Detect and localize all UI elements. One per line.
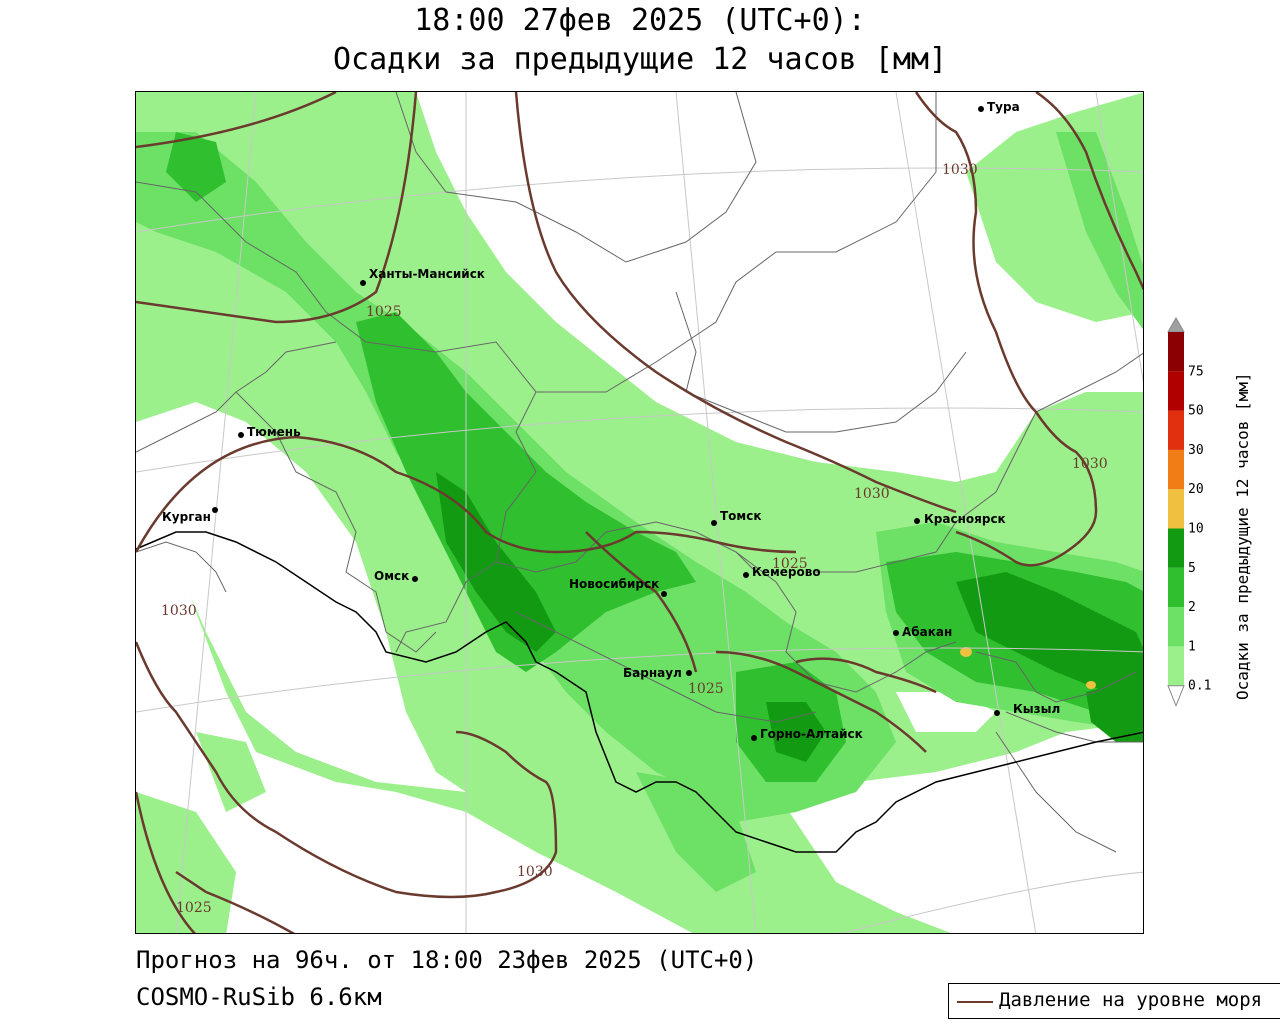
city-marker: Новосибирск — [569, 577, 667, 597]
city-marker: Кемерово — [743, 565, 821, 579]
colorbar-tick-label: 2 — [1188, 600, 1196, 615]
isobars — [136, 92, 1143, 933]
colorbar-segment — [1168, 607, 1184, 647]
isobar-legend-label: Давление на уровне моря — [999, 989, 1263, 1011]
city-marker: Томск — [711, 509, 762, 526]
city-marker: Курган — [162, 507, 218, 524]
cities: Тура Ханты-Мансийск Тюмень Курган Омск Т… — [162, 100, 1060, 741]
colorbar-tick-label: 5 — [1188, 561, 1196, 576]
svg-text:Томск: Томск — [720, 509, 762, 523]
city-marker: Барнаул — [623, 666, 692, 680]
svg-text:Курган: Курган — [162, 510, 211, 524]
forecast-info: Прогноз на 96ч. от 18:00 23фев 2025 (UTC… — [136, 946, 758, 974]
svg-text:Горно-Алтайск: Горно-Алтайск — [760, 727, 863, 741]
city-marker: Омск — [374, 569, 418, 583]
colorbar-segment — [1168, 332, 1184, 372]
precip-colorbar: 0.1 1 2 5 10 20 30 50 75 — [1167, 316, 1211, 708]
colorbar-tick-label: 0.1 — [1188, 679, 1211, 694]
isobar-label: 1030 — [161, 603, 197, 619]
svg-text:Тура: Тура — [987, 100, 1020, 114]
isobar-label: 1030 — [854, 486, 890, 502]
region-borders — [136, 92, 1143, 853]
colorbar-segment — [1168, 567, 1184, 608]
map-canvas: 1030 1025 1030 1030 1025 1030 1025 1030 … — [136, 92, 1143, 933]
svg-text:Ханты-Мансийск: Ханты-Мансийск — [369, 267, 485, 281]
colorbar-title: Осадки за предыдущие 12 часов [мм] — [1233, 372, 1252, 700]
city-marker: Горно-Алтайск — [751, 727, 863, 741]
svg-text:Омск: Омск — [374, 569, 409, 583]
colorbar-tick-label: 30 — [1188, 443, 1204, 458]
isobar-label: 1030 — [517, 864, 553, 880]
city-marker: Абакан — [893, 625, 952, 639]
colorbar-over-triangle — [1167, 316, 1185, 333]
colorbar-segment — [1168, 489, 1184, 529]
model-name: COSMO-RuSib 6.6км — [136, 983, 382, 1011]
precip-zone-extreme — [960, 647, 1096, 689]
svg-text:Абакан: Абакан — [902, 625, 952, 639]
svg-text:Кызыл: Кызыл — [1013, 702, 1060, 716]
isobar-legend-swatch — [957, 1001, 993, 1003]
svg-text:Тюмень: Тюмень — [247, 425, 301, 439]
city-marker: Красноярск — [914, 512, 1006, 526]
colorbar-under-triangle — [1167, 685, 1185, 708]
country-border — [136, 531, 1143, 853]
colorbar-segment — [1168, 646, 1184, 686]
isobar-legend: Давление на уровне моря — [948, 983, 1280, 1019]
isobar-label: 1025 — [688, 681, 724, 697]
graticule — [136, 92, 1143, 933]
isobar-label: 1025 — [176, 900, 212, 916]
svg-text:Барнаул: Барнаул — [623, 666, 682, 680]
city-marker: Тюмень — [238, 425, 301, 439]
isobar-label: 1025 — [366, 304, 402, 320]
isobar-label: 1030 — [1072, 456, 1108, 472]
city-marker: Ханты-Мансийск — [360, 267, 485, 286]
colorbar-tick-label: 10 — [1188, 522, 1204, 537]
city-marker: Кызыл — [994, 702, 1060, 716]
isobar-labels: 1030 1025 1030 1030 1025 1030 1025 1030 … — [161, 162, 1108, 916]
colorbar-tick-label: 75 — [1188, 364, 1204, 379]
svg-text:Красноярск: Красноярск — [924, 512, 1006, 526]
colorbar-segment — [1168, 410, 1184, 450]
colorbar-segment — [1168, 371, 1184, 411]
isobar-label: 1025 — [772, 556, 808, 572]
map-title-variable: Осадки за предыдущие 12 часов [мм] — [332, 42, 948, 77]
map-title-time: 18:00 27фев 2025 (UTC+0): — [414, 3, 866, 38]
city-marker: Тура — [978, 100, 1020, 114]
colorbar-segment — [1168, 449, 1184, 490]
colorbar-tick-label: 50 — [1188, 404, 1204, 419]
isobar-label: 1030 — [942, 162, 978, 178]
colorbar-tick-label: 20 — [1188, 482, 1204, 497]
colorbar-tick-label: 1 — [1188, 639, 1196, 654]
svg-text:Кемерово: Кемерово — [752, 565, 821, 579]
precipitation-map: 1030 1025 1030 1030 1025 1030 1025 1030 … — [135, 91, 1144, 934]
svg-text:Новосибирск: Новосибирск — [569, 577, 659, 591]
colorbar-segment — [1168, 528, 1184, 568]
